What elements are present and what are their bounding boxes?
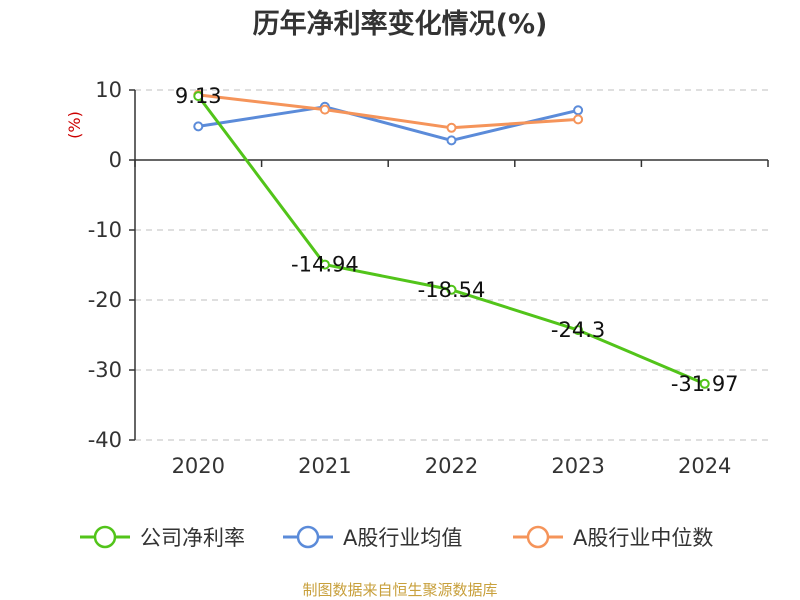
y-tick-label: -40 (88, 428, 122, 452)
data-point (446, 284, 457, 295)
y-tick-label: -20 (88, 288, 122, 312)
data-label: -14.94 (291, 253, 359, 277)
legend-marker (296, 525, 320, 549)
x-tick-label: 2020 (172, 454, 225, 478)
data-point (193, 121, 204, 132)
data-label: 9.13 (175, 84, 222, 108)
x-tick-label: 2023 (551, 454, 604, 478)
data-point (319, 104, 330, 115)
legend: 公司净利率 A股行业均值 A股行业中位数 (80, 525, 713, 550)
data-label: -31.97 (671, 372, 739, 396)
legend-label: A股行业均值 (343, 526, 462, 550)
data-point (573, 105, 584, 116)
data-point (573, 114, 584, 125)
x-tick-label: 2022 (425, 454, 478, 478)
y-tick-label: 0 (109, 148, 122, 172)
legend-marker (526, 525, 550, 549)
data-point (319, 259, 330, 270)
y-tick-label: -10 (88, 218, 122, 242)
data-point (193, 91, 204, 102)
chart-title: 历年净利率变化情况(%) (253, 8, 548, 40)
x-tick-label: 2024 (678, 454, 731, 478)
source-note: 制图数据来自恒生聚源数据库 (302, 581, 497, 599)
y-axis-unit: (%) (65, 111, 84, 139)
series-line (198, 93, 579, 130)
y-tick-label: -30 (88, 358, 122, 382)
data-point (446, 135, 457, 146)
legend-marker (93, 525, 117, 549)
legend-label: A股行业中位数 (573, 526, 713, 550)
data-point (699, 378, 710, 389)
data-point (573, 325, 584, 336)
axes: 10 0 -10 -20 -30 -40 2020 2021 2022 2023 2024 (88, 78, 769, 478)
series-line (198, 105, 579, 142)
legend-label: 公司净利率 (140, 526, 245, 550)
data-labels: 9.13 -14.94 -18.54 -24.3 -31.97 (175, 84, 739, 396)
data-label: -24.3 (551, 318, 605, 342)
data-label: -18.54 (418, 278, 486, 302)
data-point (446, 122, 457, 133)
y-tick-label: 10 (95, 78, 122, 102)
x-tick-label: 2021 (298, 454, 351, 478)
series (193, 89, 710, 389)
